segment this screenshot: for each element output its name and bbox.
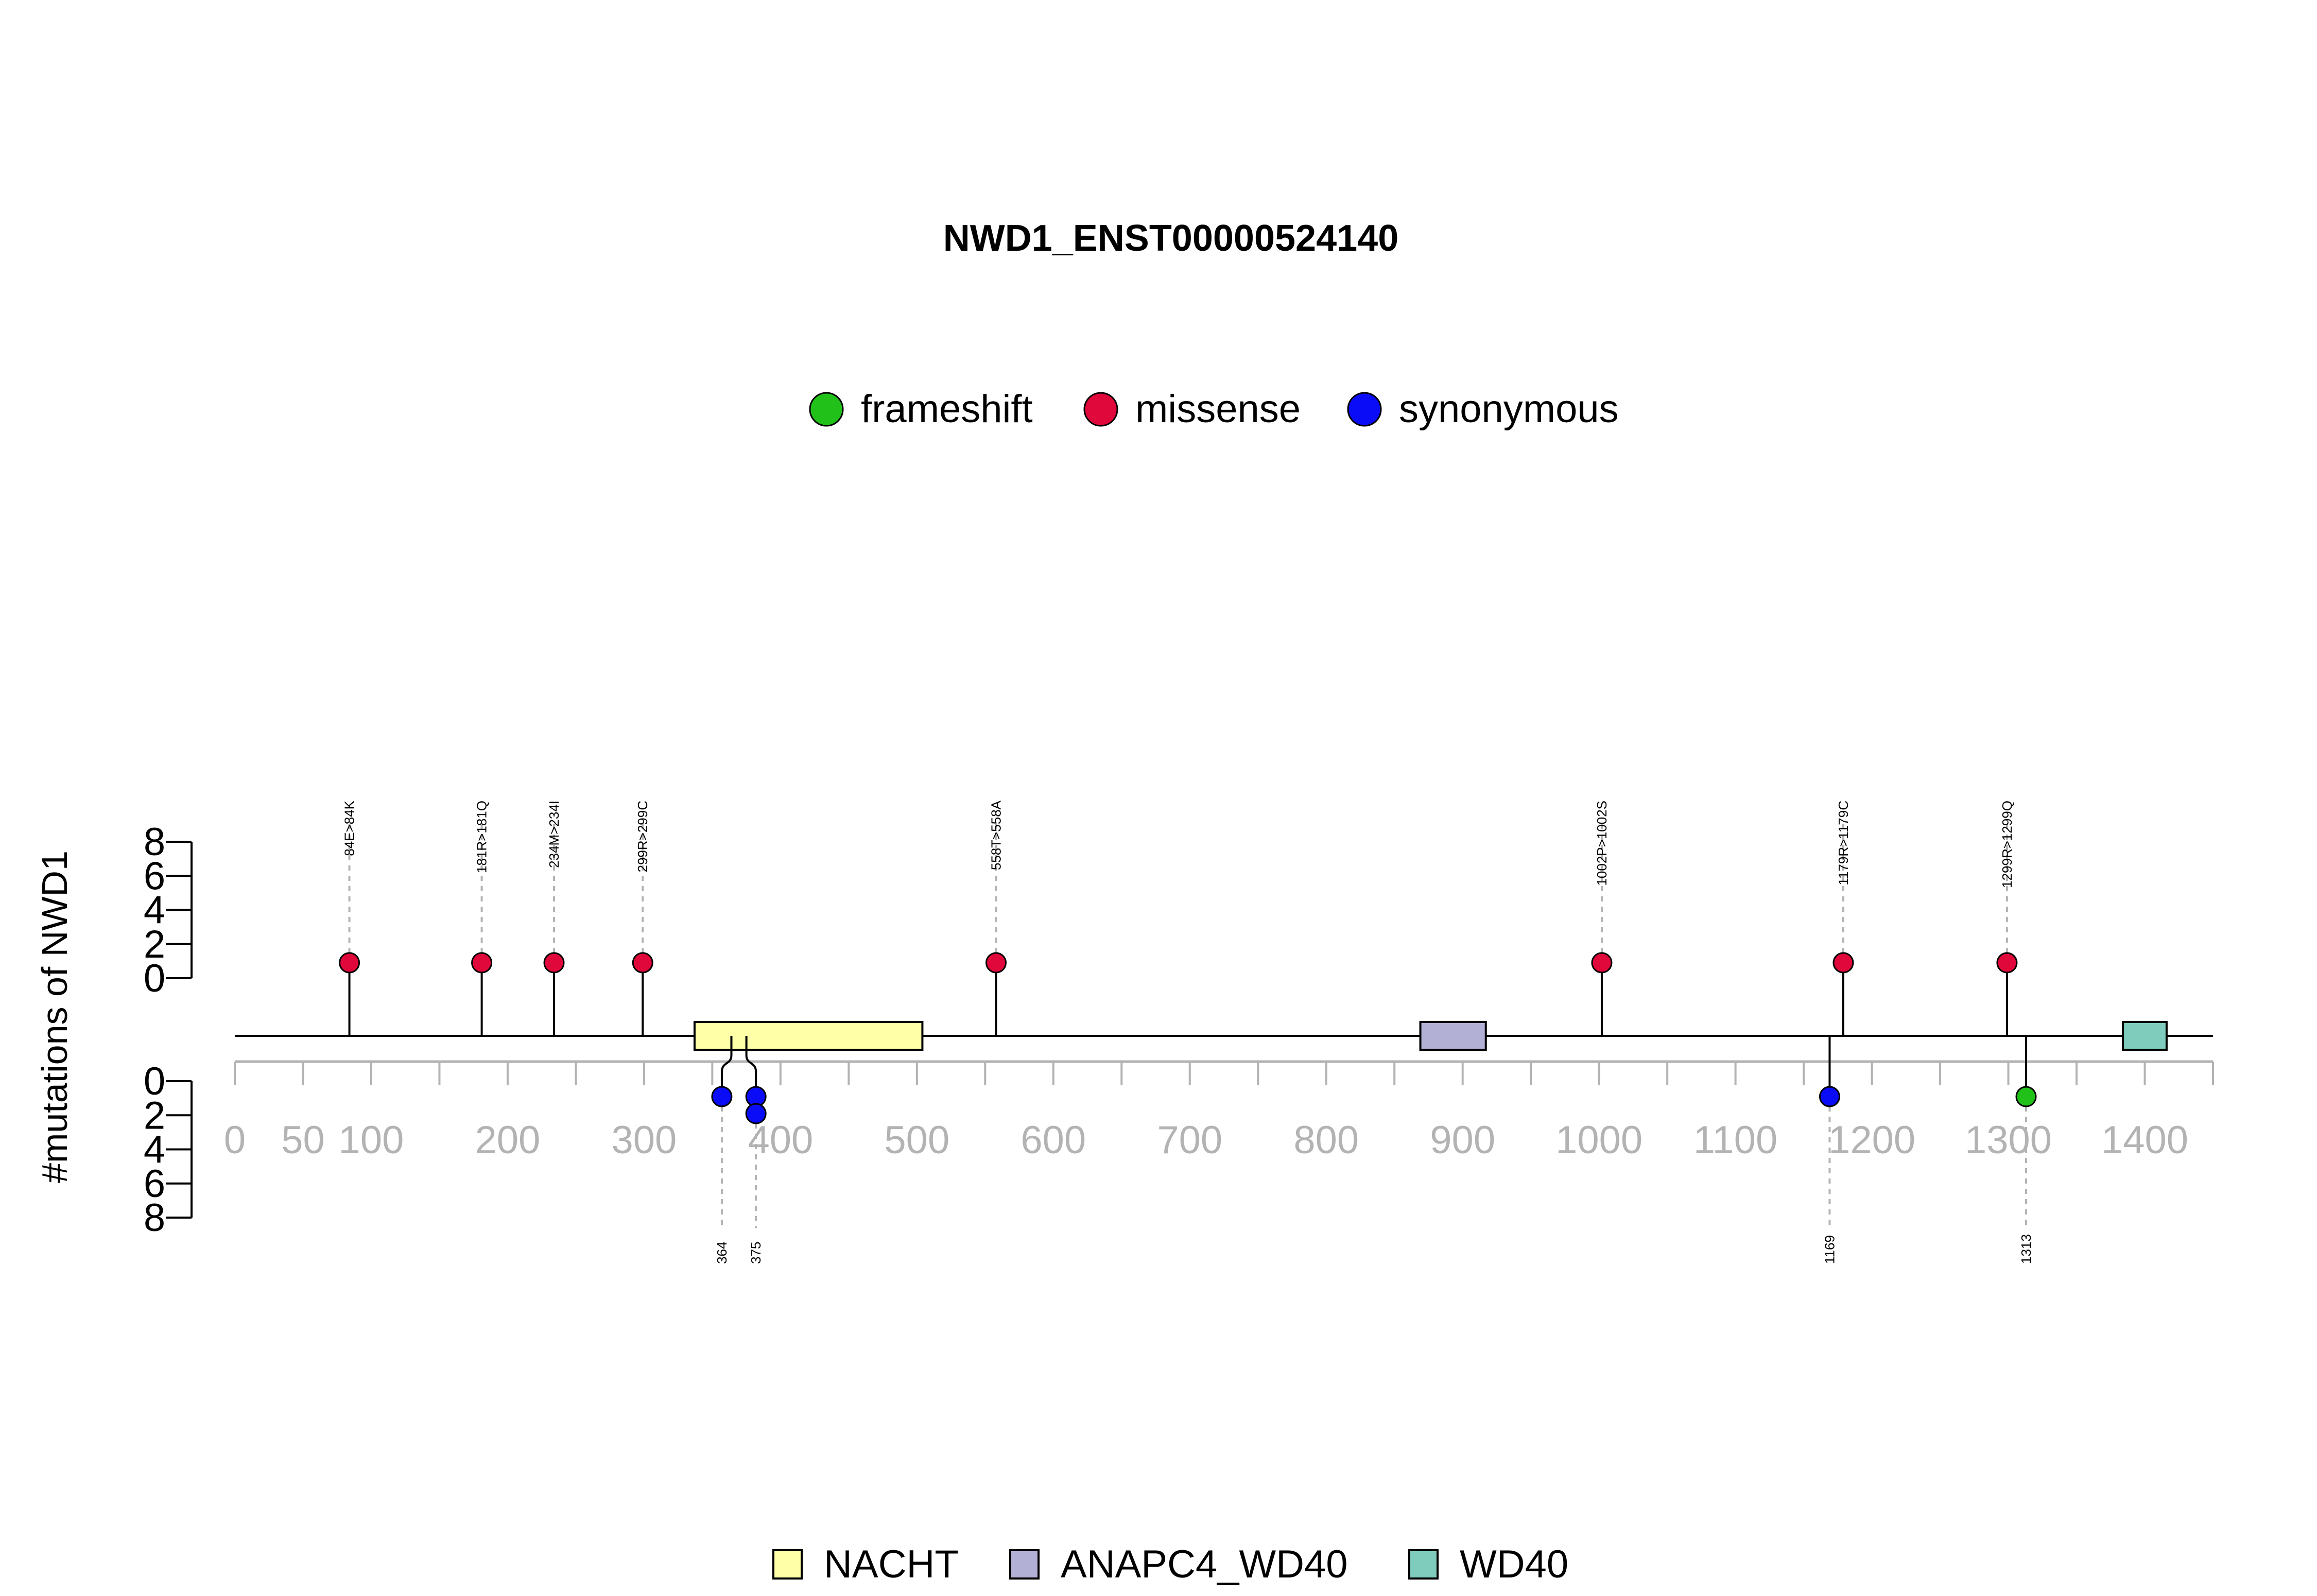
mutation-label: 1169: [1822, 1235, 1837, 1264]
domain-ANAPC4_WD40: [1419, 1021, 1487, 1051]
chart-title: NWD1_ENST00000524140: [943, 218, 1399, 259]
domain-NACHT: [693, 1021, 924, 1051]
x-tick-label: 1100: [1693, 1118, 1777, 1162]
y-tick-label-upper: 8: [144, 820, 165, 864]
domain-WD40: [2122, 1021, 2168, 1051]
x-tick-label: 300: [611, 1118, 677, 1162]
x-tick-label: 1400: [2101, 1118, 2188, 1162]
mutation-point-synonymous: [1819, 1086, 1840, 1107]
legend-label-missense: missense: [1135, 387, 1301, 431]
lollipop-stem: [745, 1036, 757, 1097]
x-tick-label: 500: [884, 1118, 949, 1162]
mutation-label: 1299R>1299Q: [1999, 801, 2015, 888]
mutation-legend: frameshift missense synonymous: [809, 387, 1619, 431]
protein-domains: [693, 1021, 2168, 1051]
upper-mutations: 84E>84K 181R>181Q 234M>234I 299R>299C 558T>5…: [339, 800, 2018, 1036]
mutation-label: 1313: [2018, 1234, 2034, 1264]
legend-label-WD40: WD40: [1460, 1542, 1568, 1586]
legend-label-synonymous: synonymous: [1399, 387, 1619, 431]
mutation-label: 375: [748, 1242, 764, 1264]
mutation-label: 364: [714, 1242, 730, 1264]
mutation-point-missense: [985, 952, 1007, 974]
y-tick-label-lower: 8: [144, 1196, 165, 1240]
legend-label-NACHT: NACHT: [824, 1542, 959, 1586]
mutation-point-missense: [1832, 952, 1854, 974]
y-tick-label-upper: 0: [144, 957, 165, 1000]
lollipop-stem: [720, 1036, 733, 1097]
x-tick-label: 50: [281, 1118, 325, 1162]
lower-mutations: 364 375 1169 1313: [711, 1036, 2037, 1264]
y-tick-label-upper: 2: [144, 923, 165, 966]
x-tick-label: 600: [1021, 1118, 1086, 1162]
y-tick-label-lower: 6: [144, 1162, 165, 1206]
legend-swatch-WD40: [1408, 1549, 1439, 1580]
mutation-point-missense: [339, 952, 360, 974]
legend-label-ANAPC4_WD40: ANAPC4_WD40: [1061, 1542, 1348, 1586]
mutation-point-missense: [1996, 952, 2018, 974]
mutation-point-missense: [543, 952, 565, 974]
mutation-label: 1002P>1002S: [1594, 801, 1610, 886]
mutation-point-missense: [1591, 952, 1613, 974]
y-tick-label-upper: 6: [144, 854, 165, 898]
mutation-point-missense: [632, 952, 653, 974]
x-tick-label: 200: [475, 1118, 541, 1162]
mutation-point-synonymous: [745, 1103, 767, 1124]
mutation-point-missense: [471, 952, 493, 974]
legend-marker-frameshift: [809, 392, 844, 427]
x-tick-label: 1000: [1555, 1118, 1642, 1162]
legend-marker-missense: [1083, 392, 1118, 427]
legend-marker-synonymous: [1347, 392, 1382, 427]
mutation-label: 84E>84K: [342, 800, 357, 856]
legend-swatch-NACHT: [772, 1549, 803, 1580]
y-tick-label-upper: 4: [144, 889, 165, 932]
legend-label-frameshift: frameshift: [861, 387, 1033, 431]
x-tick-label: 900: [1430, 1118, 1495, 1162]
x-tick-label: 700: [1157, 1118, 1222, 1162]
x-tick-label: 400: [748, 1118, 813, 1162]
mutation-label: 234M>234I: [546, 801, 562, 868]
mutation-point-synonymous: [711, 1086, 733, 1107]
y-tick-label-lower: 4: [144, 1128, 165, 1172]
domain-legend: NACHT ANAPC4_WD40 WD40: [772, 1542, 1568, 1586]
y-tick-label-lower: 0: [144, 1060, 165, 1103]
mutation-label: 181R>181Q: [474, 801, 490, 873]
x-tick-label: 800: [1293, 1118, 1359, 1162]
legend-swatch-ANAPC4_WD40: [1009, 1549, 1040, 1580]
mutation-label: 1179R>1179C: [1836, 801, 1851, 886]
x-tick-label: 1300: [1965, 1118, 2052, 1162]
mutation-point-frameshift: [2015, 1086, 2037, 1107]
x-axis: 0 50 100 200 300 400 500 600 700 800 900 1000 1100 12…: [224, 1060, 2214, 1162]
x-tick-label: 1200: [1828, 1118, 1915, 1162]
y-tick-label-lower: 2: [144, 1094, 165, 1137]
mutation-label: 558T>558A: [989, 800, 1004, 870]
x-tick-label: 0: [224, 1118, 246, 1162]
mutation-label: 299R>299C: [635, 801, 650, 873]
x-tick-label: 100: [339, 1118, 404, 1162]
y-axis-label: #mutations of NWD1: [34, 851, 75, 1183]
